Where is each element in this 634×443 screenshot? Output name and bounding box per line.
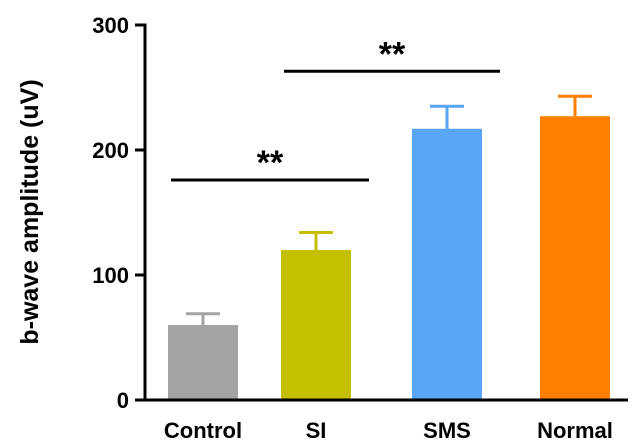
significance-label: ** <box>379 35 406 73</box>
y-tick-label: 300 <box>92 13 129 38</box>
x-tick-label-si: SI <box>306 418 327 443</box>
x-tick-label-normal: Normal <box>537 418 613 443</box>
bar-control <box>168 325 238 400</box>
y-tick-label: 200 <box>92 138 129 163</box>
y-tick-label: 0 <box>117 388 129 413</box>
y-axis-label: b-wave amplitude (uV) <box>16 79 44 344</box>
bar-sms <box>412 128 482 400</box>
y-tick-label: 100 <box>92 263 129 288</box>
significance-label: ** <box>257 144 284 182</box>
x-tick-label-sms: SMS <box>423 418 471 443</box>
x-tick-label-control: Control <box>164 418 242 443</box>
bar-normal <box>540 116 610 400</box>
bar-si <box>281 250 351 400</box>
